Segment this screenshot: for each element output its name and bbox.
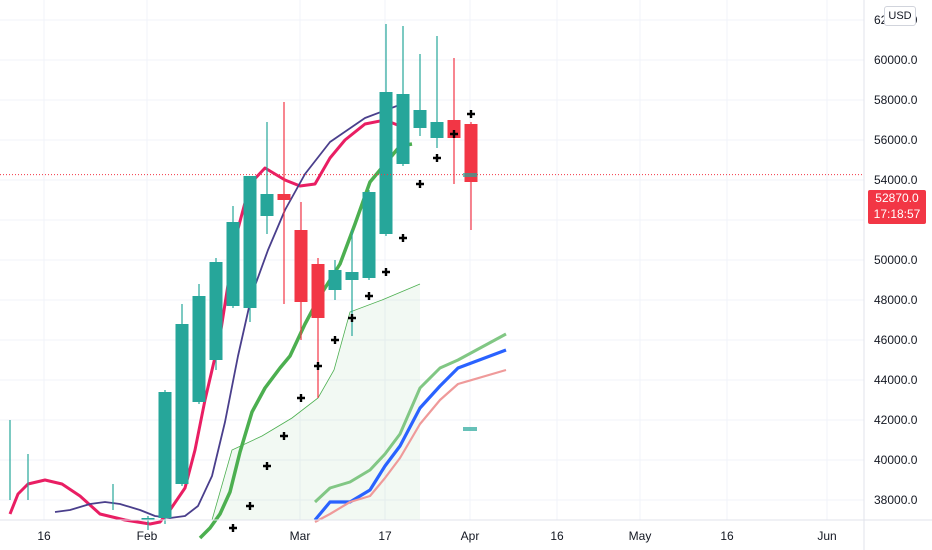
sar-marker bbox=[382, 268, 390, 276]
indicator-line bbox=[313, 332, 507, 504]
sar-marker bbox=[399, 234, 407, 242]
y-tick-label: 56000.0 bbox=[874, 133, 918, 147]
candle-body bbox=[243, 176, 257, 308]
candle bbox=[413, 54, 427, 136]
y-tick-label: 50000.0 bbox=[874, 253, 918, 267]
y-tick-label: 40000.0 bbox=[874, 453, 918, 467]
indicator-line bbox=[314, 368, 507, 523]
sar-marker bbox=[229, 524, 237, 532]
candle bbox=[158, 390, 172, 524]
sar-marker bbox=[263, 462, 271, 470]
candle bbox=[192, 284, 206, 404]
candle-body bbox=[209, 262, 223, 360]
sar-marker bbox=[433, 154, 441, 162]
candle-body bbox=[379, 92, 393, 234]
candle bbox=[328, 260, 342, 300]
bar-countdown: 17:18:57 bbox=[873, 207, 921, 221]
sar-marker bbox=[280, 432, 288, 440]
x-tick-label: May bbox=[629, 529, 652, 543]
candle bbox=[311, 258, 325, 398]
y-tick-label: 42000.0 bbox=[874, 413, 918, 427]
candle bbox=[243, 176, 257, 322]
indicator-line bbox=[8, 118, 401, 526]
candle-body bbox=[464, 124, 478, 182]
candle bbox=[209, 258, 223, 370]
candle-body bbox=[430, 122, 444, 138]
candle bbox=[226, 206, 240, 308]
x-tick-label: 17 bbox=[378, 529, 392, 543]
sar-marker bbox=[331, 336, 339, 344]
candle-body bbox=[277, 194, 291, 200]
candle bbox=[430, 36, 444, 148]
candle-body bbox=[413, 110, 427, 128]
y-tick-label: 60000.0 bbox=[874, 53, 918, 67]
sar-marker bbox=[416, 180, 424, 188]
candle-body bbox=[396, 94, 410, 164]
candle-body bbox=[328, 270, 342, 290]
sar-marker bbox=[467, 110, 475, 118]
y-tick-label: 48000.0 bbox=[874, 293, 918, 307]
sar-marker bbox=[246, 502, 254, 510]
candle bbox=[294, 202, 308, 340]
candle-body bbox=[260, 194, 274, 216]
candle-body bbox=[175, 324, 189, 484]
candle bbox=[362, 190, 376, 280]
last-price-value: 52870.0 bbox=[875, 191, 919, 205]
candle-body bbox=[362, 192, 376, 278]
y-tick-label: 54000.0 bbox=[874, 173, 918, 187]
x-tick-label: 16 bbox=[720, 529, 734, 543]
candle bbox=[277, 102, 291, 304]
candle-body bbox=[158, 392, 172, 518]
y-tick-label: 44000.0 bbox=[874, 373, 918, 387]
future-marker bbox=[463, 427, 477, 431]
cloud-fill bbox=[212, 284, 420, 520]
candle bbox=[379, 24, 393, 236]
x-tick-label: Mar bbox=[290, 529, 311, 543]
x-tick-label: 16 bbox=[37, 529, 51, 543]
candle-body bbox=[192, 296, 206, 402]
candle-body bbox=[141, 518, 155, 520]
last-price-tag: 52870.0 17:18:57 bbox=[868, 190, 926, 224]
candle bbox=[175, 304, 189, 486]
sar-marker bbox=[314, 362, 322, 370]
sar-marker bbox=[297, 394, 305, 402]
x-tick-label: Jun bbox=[817, 529, 836, 543]
y-tick-label: 58000.0 bbox=[874, 93, 918, 107]
sar-marker bbox=[365, 292, 373, 300]
candle-body bbox=[294, 230, 308, 302]
y-tick-label: 46000.0 bbox=[874, 333, 918, 347]
indicator-line bbox=[313, 348, 507, 522]
sar-marker bbox=[348, 314, 356, 322]
candle bbox=[447, 58, 461, 184]
candle-body bbox=[345, 272, 359, 280]
future-marker bbox=[463, 173, 477, 177]
candle-body bbox=[311, 264, 325, 318]
y-tick-label: 38000.0 bbox=[874, 493, 918, 507]
sar-marker bbox=[450, 130, 458, 138]
x-tick-label: Apr bbox=[461, 529, 480, 543]
indicator-line bbox=[54, 103, 403, 519]
currency-button[interactable]: USD bbox=[884, 6, 916, 26]
indicator-line bbox=[198, 142, 413, 540]
candle bbox=[141, 516, 155, 530]
candle bbox=[260, 122, 274, 234]
x-tick-label: Feb bbox=[137, 529, 158, 543]
candle bbox=[396, 26, 410, 166]
x-tick-label: 16 bbox=[550, 529, 564, 543]
candle-body bbox=[226, 222, 240, 306]
